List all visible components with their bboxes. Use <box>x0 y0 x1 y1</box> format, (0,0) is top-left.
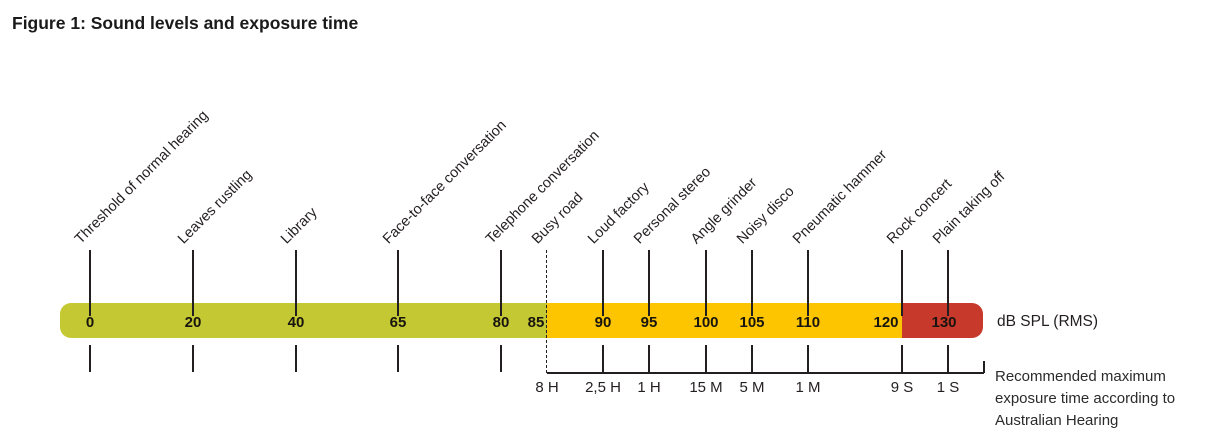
db-value-130: 130 <box>931 314 957 331</box>
db-value-105: 105 <box>739 314 765 331</box>
db-tick-top-65 <box>397 250 399 316</box>
db-tick-top-90 <box>602 250 604 316</box>
db-tick-top-130 <box>947 250 949 316</box>
db-tick-top-110 <box>807 250 809 316</box>
exposure-label-90db: 2,5 H <box>585 379 621 396</box>
db-value-85: 85 <box>527 314 545 331</box>
db-tick-top-120 <box>901 250 903 316</box>
exposure-note: Recommended maximum exposure time accord… <box>995 366 1175 432</box>
exposure-label-95db: 1 H <box>637 379 661 396</box>
exposure-axis-end-tick <box>983 361 985 373</box>
zone-safe <box>60 303 547 338</box>
db-value-65: 65 <box>389 314 407 331</box>
db-value-80: 80 <box>492 314 510 331</box>
figure-title: Figure 1: Sound levels and exposure time <box>12 13 359 33</box>
db-value-20: 20 <box>184 314 202 331</box>
db-tick-bottom-95 <box>648 345 650 372</box>
exposure-label-105db: 5 M <box>739 379 765 396</box>
db-tick-bottom-40 <box>295 345 297 372</box>
exposure-label-110db: 1 M <box>795 379 821 396</box>
db-tick-bottom-120 <box>901 345 903 372</box>
zone-caution <box>547 303 902 338</box>
exposure-note-line-2: exposure time according to <box>995 390 1176 407</box>
db-tick-top-0 <box>89 250 91 316</box>
db-tick-bottom-0 <box>89 345 91 372</box>
exposure-label-85db: 8 H <box>535 379 559 396</box>
db-tick-bottom-80 <box>500 345 502 372</box>
db-value-90: 90 <box>594 314 612 331</box>
source-label-110db: Pneumatic hammer <box>789 147 891 248</box>
db-tick-bottom-20 <box>192 345 194 372</box>
db-tick-bottom-90 <box>602 345 604 372</box>
db-tick-bottom-130 <box>947 345 949 372</box>
exposure-label-120db: 9 S <box>890 379 914 396</box>
db-tick-bottom-105 <box>751 345 753 372</box>
db-value-40: 40 <box>287 314 305 331</box>
db-scale-bar <box>60 303 983 338</box>
exposure-note-line-1: Recommended maximum <box>995 368 1166 385</box>
exposure-axis-line <box>547 372 984 374</box>
source-label-20db: Leaves rustling <box>174 167 256 248</box>
db-tick-top-105 <box>751 250 753 316</box>
exposure-note-line-3: Australian Hearing <box>995 412 1119 429</box>
db-tick-bottom-100 <box>705 345 707 372</box>
db-value-100: 100 <box>693 314 719 331</box>
db-value-110: 110 <box>795 314 821 331</box>
db-tick-top-100 <box>705 250 707 316</box>
db-tick-top-20 <box>192 250 194 316</box>
threshold-dashed-line <box>546 250 547 373</box>
exposure-label-130db: 1 S <box>936 379 960 396</box>
db-tick-bottom-65 <box>397 345 399 372</box>
db-tick-top-40 <box>295 250 297 316</box>
exposure-label-100db: 15 M <box>689 379 723 396</box>
db-value-120: 120 <box>873 314 899 331</box>
zone-danger <box>902 303 983 338</box>
db-value-95: 95 <box>640 314 658 331</box>
db-tick-bottom-110 <box>807 345 809 372</box>
db-tick-top-95 <box>648 250 650 316</box>
db-value-0: 0 <box>85 314 95 331</box>
db-unit-label: dB SPL (RMS) <box>997 313 1099 330</box>
source-label-40db: Library <box>277 204 321 248</box>
db-tick-top-80 <box>500 250 502 316</box>
